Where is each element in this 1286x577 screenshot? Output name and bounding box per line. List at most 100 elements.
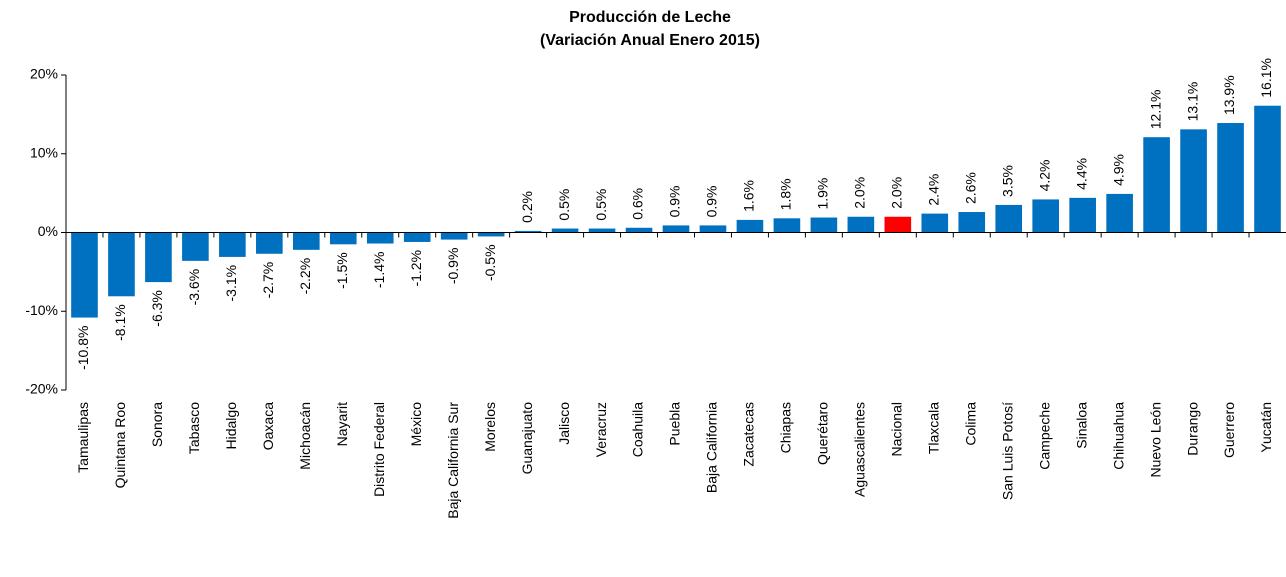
bar xyxy=(108,232,135,297)
bar xyxy=(1217,123,1244,233)
data-label: 0.9% xyxy=(704,185,720,217)
x-tick-label: Tlaxcala xyxy=(925,402,941,454)
bar xyxy=(329,232,357,245)
bar xyxy=(219,232,246,257)
y-tick-label: 10% xyxy=(30,144,58,160)
y-tick-label: -10% xyxy=(25,302,58,318)
data-label: 12.1% xyxy=(1147,90,1163,130)
data-label: 0.5% xyxy=(593,189,609,221)
data-label: 3.5% xyxy=(999,165,1015,197)
x-tick-label: Coahuila xyxy=(630,402,646,457)
data-label: -6.3% xyxy=(149,290,165,327)
x-tick-label: Campeche xyxy=(1036,402,1052,470)
x-tick-label: Puebla xyxy=(667,402,683,446)
bar xyxy=(145,232,172,283)
x-tick-label: Colima xyxy=(962,402,978,446)
bar xyxy=(1254,105,1281,233)
bar xyxy=(440,232,468,240)
x-tick-label: México xyxy=(408,402,424,447)
x-tick-label: Tamaulipas xyxy=(75,402,91,473)
x-tick-label: Baja California Sur xyxy=(445,402,461,519)
y-tick-label: 20% xyxy=(30,66,58,82)
bar xyxy=(810,217,838,233)
x-tick-label: Baja California xyxy=(704,402,720,493)
x-tick-label: Hidalgo xyxy=(223,402,239,450)
data-label: -1.4% xyxy=(371,252,387,289)
data-label: 13.1% xyxy=(1184,82,1200,122)
x-tick-label: Durango xyxy=(1184,402,1200,456)
data-label: 13.9% xyxy=(1221,75,1237,115)
bar xyxy=(1180,129,1207,233)
x-tick-label: San Luis Potosí xyxy=(999,402,1015,500)
x-tick-label: Michoacán xyxy=(297,402,313,470)
x-tick-label: Jalisco xyxy=(556,402,572,445)
bar xyxy=(403,232,431,242)
data-label: -0.9% xyxy=(445,248,461,285)
data-label: -3.1% xyxy=(223,265,239,302)
x-tick-label: Distrito Federal xyxy=(371,402,387,497)
data-label: -2.2% xyxy=(297,258,313,295)
bar xyxy=(71,232,98,318)
x-tick-label: Nayarit xyxy=(334,402,350,446)
data-label: -1.5% xyxy=(334,252,350,289)
data-label: 2.6% xyxy=(962,172,978,204)
bar xyxy=(662,225,690,233)
x-tick-label: Nacional xyxy=(889,402,905,456)
x-tick-label: Nuevo León xyxy=(1147,402,1163,478)
x-tick-label: Yucatán xyxy=(1258,402,1274,453)
bar xyxy=(1106,193,1133,233)
data-label: 1.8% xyxy=(778,178,794,210)
bar xyxy=(182,232,209,261)
data-label: 16.1% xyxy=(1258,58,1274,98)
bar xyxy=(292,232,320,250)
y-tick-label: -20% xyxy=(25,381,58,397)
x-tick-label: Chiapas xyxy=(778,402,794,453)
bar xyxy=(884,216,912,233)
x-tick-label: Chihuahua xyxy=(1110,402,1126,470)
data-label: 4.4% xyxy=(1073,158,1089,190)
data-label: 0.9% xyxy=(667,185,683,217)
bar xyxy=(773,218,801,233)
chart-title: Producción de Leche xyxy=(569,9,731,26)
bar xyxy=(958,212,986,233)
x-tick-label: Zacatecas xyxy=(741,402,757,467)
data-label: 1.9% xyxy=(815,178,831,210)
y-tick-label: 0% xyxy=(38,223,58,239)
data-label: 4.2% xyxy=(1036,160,1052,192)
data-label: 0.2% xyxy=(519,191,535,223)
bar xyxy=(256,232,283,254)
x-tick-label: Sonora xyxy=(149,402,165,447)
data-label: -0.5% xyxy=(482,244,498,281)
data-label: 1.6% xyxy=(741,180,757,212)
data-label: -10.8% xyxy=(75,326,91,370)
data-label: -8.1% xyxy=(112,304,128,341)
chart-subtitle: (Variación Anual Enero 2015) xyxy=(540,32,760,49)
bar xyxy=(995,204,1023,233)
x-tick-label: Guanajuato xyxy=(519,402,535,475)
x-tick-label: Sinaloa xyxy=(1073,402,1089,449)
x-tick-label: Veracruz xyxy=(593,402,609,457)
x-tick-label: Guerrero xyxy=(1221,402,1237,458)
data-label: -1.2% xyxy=(408,250,424,287)
data-label: 2.0% xyxy=(852,177,868,209)
bar xyxy=(736,219,764,233)
x-tick-label: Quintana Roo xyxy=(112,402,128,489)
data-label: -2.7% xyxy=(260,262,276,299)
bar xyxy=(921,213,949,233)
bar xyxy=(1069,197,1096,233)
bar xyxy=(1032,199,1060,233)
data-label: 4.9% xyxy=(1110,154,1126,186)
bar xyxy=(625,227,653,233)
data-label: 2.0% xyxy=(889,177,905,209)
bar xyxy=(551,228,579,233)
data-label: 2.4% xyxy=(925,174,941,206)
data-label: -3.6% xyxy=(186,269,202,306)
x-tick-label: Aguascalientes xyxy=(852,402,868,497)
x-tick-label: Querétaro xyxy=(815,402,831,465)
x-tick-label: Morelos xyxy=(482,402,498,452)
bar xyxy=(699,225,727,233)
data-label: 0.6% xyxy=(630,188,646,220)
bar xyxy=(477,232,505,237)
bar xyxy=(366,232,394,244)
